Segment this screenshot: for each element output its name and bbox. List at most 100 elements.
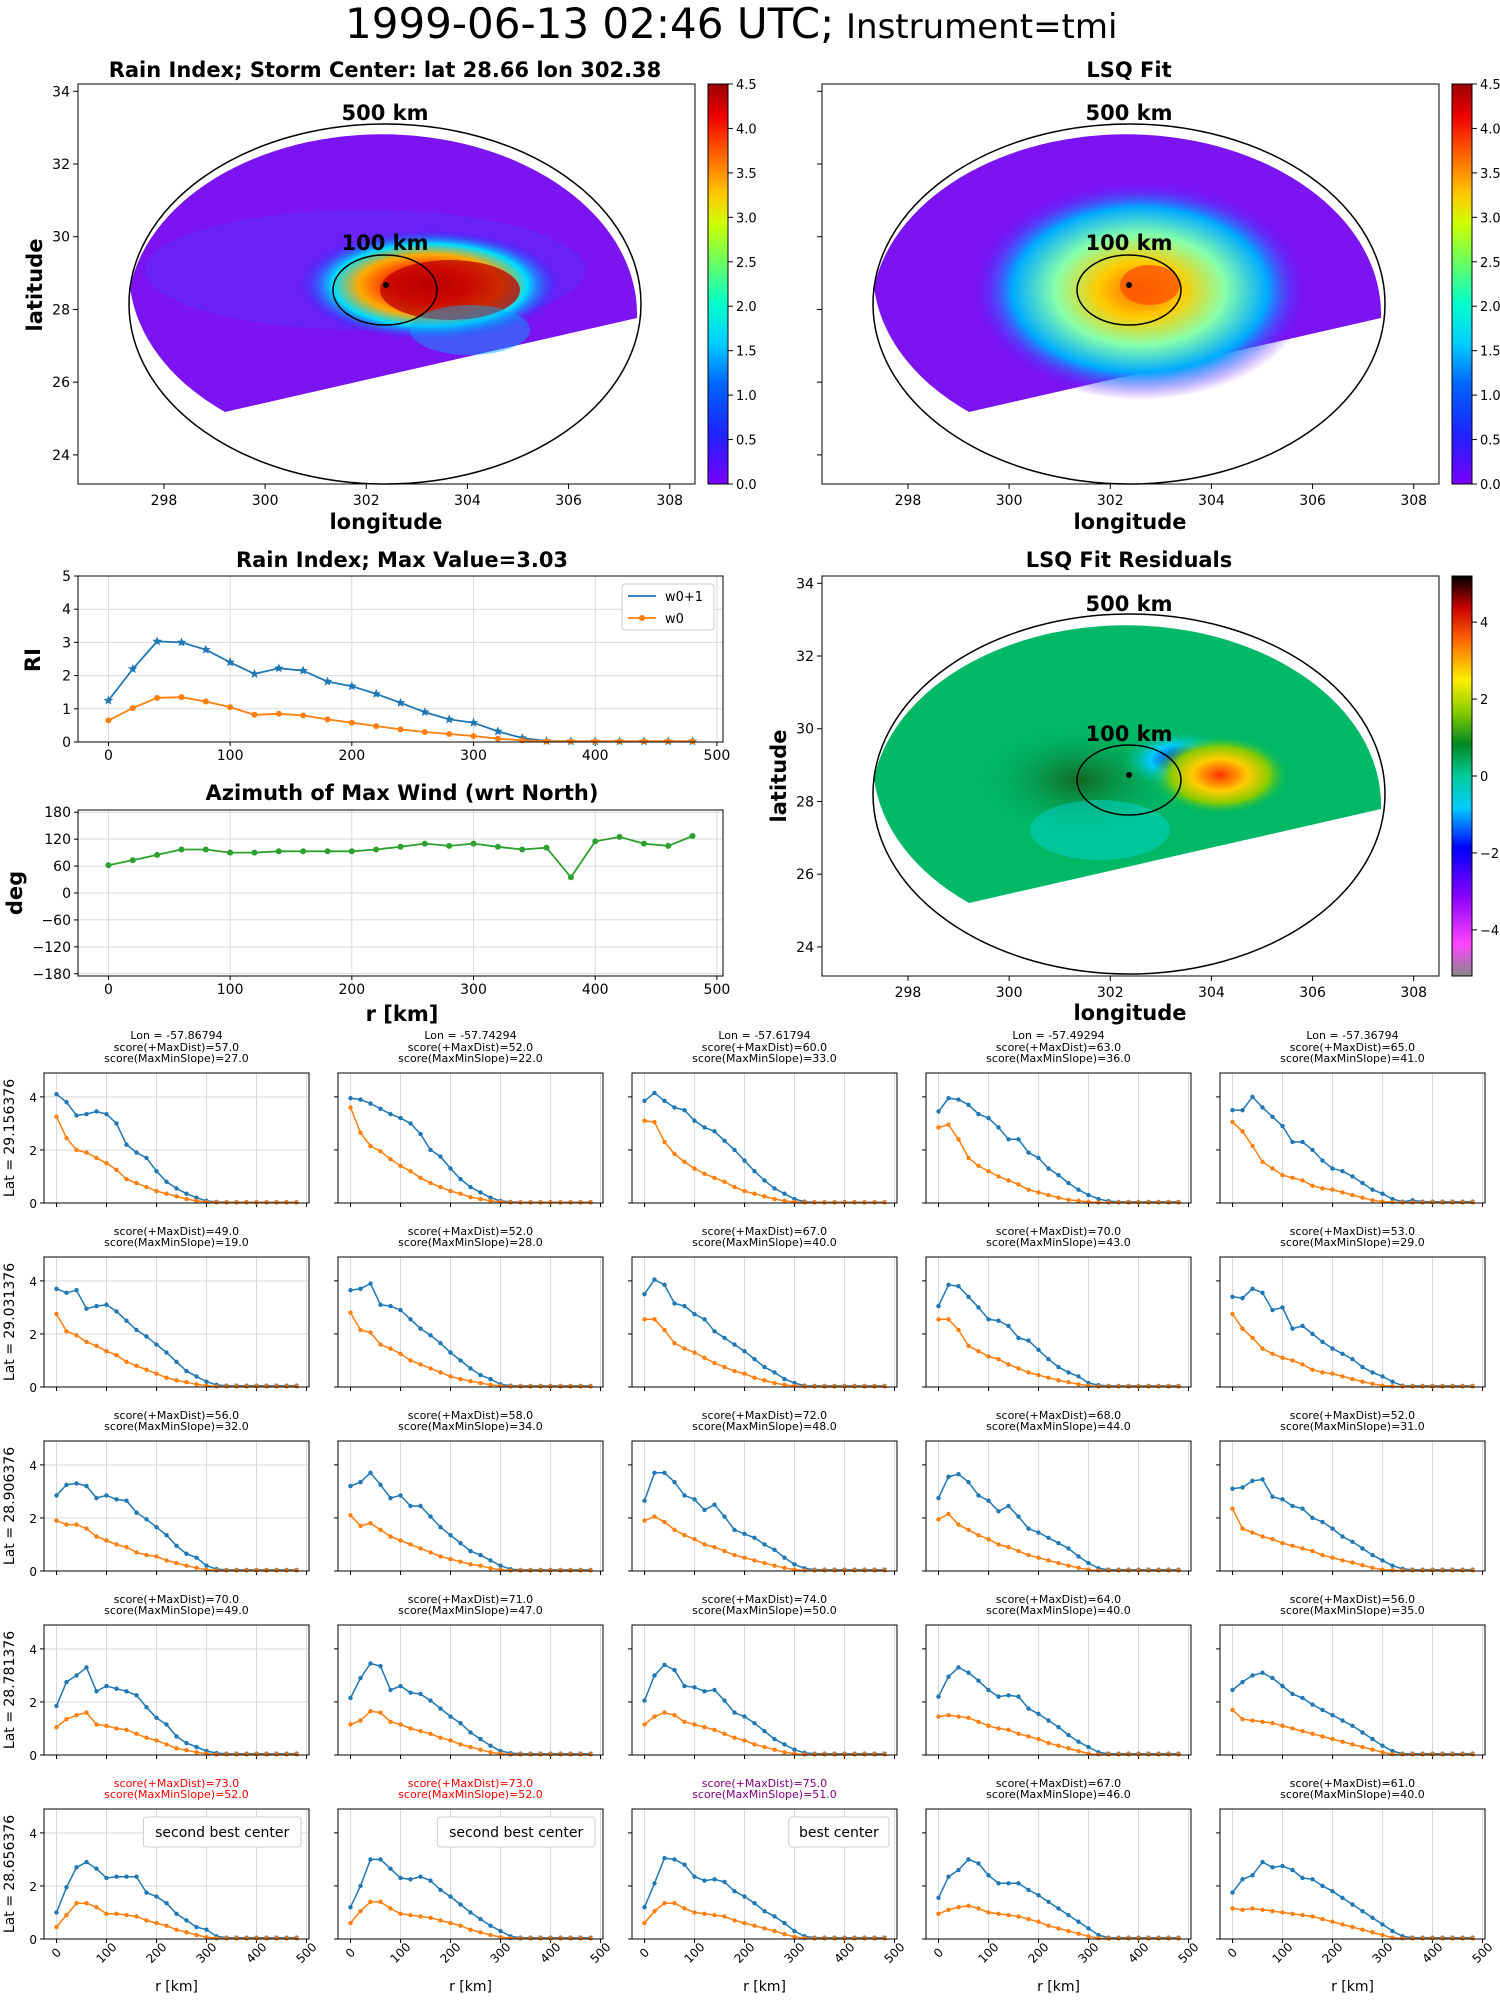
subplot-point xyxy=(348,1105,353,1110)
subplot-point xyxy=(1360,1195,1365,1200)
subplot-score-maxminslope: score(MaxMinSlope)=19.0 xyxy=(104,1236,249,1249)
subplot-point xyxy=(742,1555,747,1560)
subplot-point xyxy=(558,1752,563,1757)
subplot-point xyxy=(54,1703,59,1709)
subplot-point xyxy=(1136,1384,1141,1389)
subplot-point xyxy=(528,1568,533,1573)
subplot-point xyxy=(642,1518,647,1523)
subplot-point xyxy=(1270,1307,1275,1313)
subplot-point xyxy=(214,1200,219,1205)
residuals-lat-tick-label: 28 xyxy=(796,794,814,810)
subplot-point xyxy=(438,1525,443,1530)
subplot-point xyxy=(1350,1376,1355,1382)
subplot-point xyxy=(1096,1196,1101,1202)
residuals-lat-tick-label: 34 xyxy=(796,576,814,592)
subplot-point xyxy=(1430,1752,1435,1757)
subplot-point xyxy=(418,1362,423,1367)
rain-index-point xyxy=(105,717,112,724)
lsq-fit-lon-tick-label: 298 xyxy=(895,493,922,509)
subplot-frame xyxy=(925,1072,1192,1204)
subplot-point xyxy=(1056,1364,1061,1370)
subplot-ytick-label: 4 xyxy=(29,1275,37,1289)
subplot-point xyxy=(1310,1515,1315,1521)
subplot-point xyxy=(1250,1873,1255,1878)
subplot-point xyxy=(84,1900,89,1906)
subplot-point xyxy=(154,1738,159,1743)
subplot-point xyxy=(428,1698,433,1703)
subplot-point xyxy=(144,1705,149,1710)
residuals-lon-tick-label: 298 xyxy=(895,985,922,1001)
subplot-point xyxy=(264,1936,269,1941)
subplot-point xyxy=(538,1568,543,1573)
subplot-point xyxy=(1250,1530,1255,1535)
subplot-point xyxy=(388,1687,393,1693)
subplot-score-maxdist: score(+MaxDist)=53.0 xyxy=(1290,1225,1415,1238)
subplot-plot-area xyxy=(1220,1073,1485,1203)
subplot-point xyxy=(692,1685,697,1690)
subplot-point xyxy=(882,1200,887,1205)
subplot-frame xyxy=(337,1072,604,1204)
subplot-point xyxy=(956,1665,961,1670)
subplot-point xyxy=(1260,1670,1265,1675)
subplot-xlabel: r [km] xyxy=(1331,1979,1374,1995)
subplot-point xyxy=(54,1910,59,1915)
subplot-point xyxy=(986,1536,991,1542)
subplot-point xyxy=(1156,1936,1161,1941)
subplot-point xyxy=(1166,1568,1171,1573)
subplot-point xyxy=(672,1713,677,1718)
subplot-point xyxy=(1430,1200,1435,1205)
subplot-point xyxy=(124,1912,129,1918)
subplot-point xyxy=(448,1350,453,1355)
rain-index-plot-area xyxy=(78,576,723,742)
subplot-row-lat-label: Lat = 28.781376 xyxy=(2,1631,18,1749)
rain-index-ytick-label: 1 xyxy=(62,702,71,718)
rain-index-lat-tick-label: 28 xyxy=(52,302,70,318)
subplot-point xyxy=(1370,1736,1375,1742)
subplot-point xyxy=(1390,1384,1395,1389)
subplot-point xyxy=(488,1376,493,1382)
subplot-point xyxy=(438,1370,443,1375)
subplot-point xyxy=(94,1343,99,1349)
subplot-point xyxy=(986,1115,991,1121)
subplot-point xyxy=(1310,1914,1315,1919)
subplot-point xyxy=(1066,1928,1071,1934)
subplot-plot-area xyxy=(44,1257,309,1387)
subplot-point xyxy=(184,1563,189,1568)
subplot-point xyxy=(742,1158,747,1163)
subplot-point xyxy=(548,1200,553,1205)
subplot-point xyxy=(418,1175,423,1180)
subplot-point xyxy=(662,1519,667,1525)
subplot-point xyxy=(652,1514,657,1519)
subplot-point xyxy=(398,1875,403,1881)
subplot-frame xyxy=(337,1256,604,1388)
subplot-point xyxy=(692,1536,697,1542)
subplot-point xyxy=(1360,1546,1365,1551)
subplot-point xyxy=(1116,1568,1121,1573)
subplot-point xyxy=(1320,1158,1325,1163)
azimuth-point xyxy=(494,843,501,850)
subplot-point xyxy=(1026,1734,1031,1739)
subplot-point xyxy=(124,1544,129,1550)
subplot-point xyxy=(792,1747,797,1752)
azimuth-point xyxy=(251,849,258,856)
subplot-xtick-label: 400 xyxy=(831,1940,857,1966)
subplot-point xyxy=(1460,1752,1465,1757)
subplot-point xyxy=(1310,1731,1315,1736)
subplot-point xyxy=(1430,1568,1435,1573)
subplot-point xyxy=(264,1384,269,1389)
subplot-point xyxy=(1046,1558,1051,1563)
rain-index-xtick-label: 0 xyxy=(104,748,113,764)
subplot-point xyxy=(74,1287,79,1293)
subplot-point xyxy=(1240,1129,1245,1134)
subplot-point xyxy=(936,1495,941,1501)
subplot-point xyxy=(662,1327,667,1333)
subplot-point xyxy=(558,1200,563,1205)
subplot-score-maxdist: score(+MaxDist)=56.0 xyxy=(114,1409,239,1422)
subplot-point xyxy=(508,1936,513,1941)
subplot-point xyxy=(114,1542,119,1547)
subplot-point xyxy=(852,1200,857,1205)
subplot-point xyxy=(254,1384,259,1389)
rain-index-cb-tick-label: 0.5 xyxy=(736,434,757,449)
subplot-point xyxy=(1250,1673,1255,1678)
subplot-point xyxy=(1370,1930,1375,1935)
